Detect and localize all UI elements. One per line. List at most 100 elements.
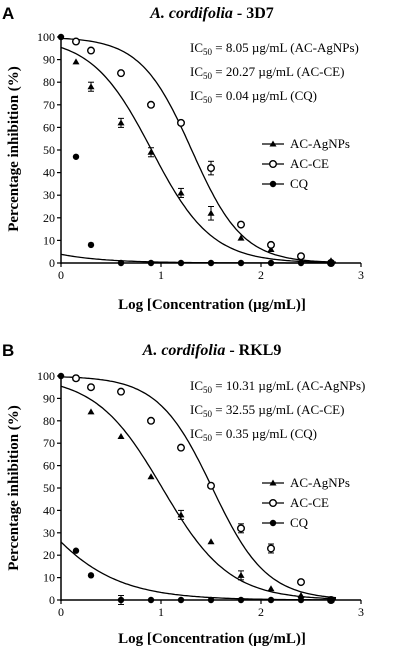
legend-label: AC-AgNPs — [290, 475, 350, 490]
ic50-annotations: IC50 = 10.31 µg/mL (AC-AgNPs) IC50 = 32.… — [190, 378, 365, 443]
data-point — [71, 374, 80, 383]
data-point — [237, 259, 245, 267]
data-point — [206, 481, 215, 490]
y-tick-label: 80 — [43, 414, 55, 428]
x-axis-label: Log [Concentration (µg/mL)] — [118, 631, 306, 647]
x-tick-label: 0 — [58, 268, 64, 282]
data-point — [237, 571, 245, 578]
ic50-note: IC50 = 8.05 µg/mL (AC-AgNPs) — [190, 40, 359, 57]
data-point — [176, 118, 185, 127]
y-tick-label: 60 — [43, 459, 55, 473]
data-point — [147, 473, 155, 480]
data-point — [176, 443, 185, 452]
legend-label: CQ — [290, 515, 309, 530]
data-point — [116, 69, 125, 78]
x-axis-label: Log [Concentration (µg/mL)] — [118, 297, 306, 313]
data-point — [71, 37, 80, 46]
y-tick-label: 70 — [43, 98, 55, 112]
data-point — [87, 408, 95, 415]
data-point — [207, 259, 215, 267]
y-tick-label: 30 — [43, 188, 55, 202]
data-point — [297, 252, 306, 261]
data-point — [117, 259, 125, 267]
y-tick-label: 50 — [43, 143, 55, 157]
y-axis-label: Percentage inhibition (%) — [6, 66, 22, 232]
fit-curve — [60, 376, 337, 599]
ic50-note: IC50 = 10.31 µg/mL (AC-AgNPs) — [190, 378, 365, 395]
panel-a: A A. cordifolia - 3D7 Percentage inhibit… — [2, 4, 364, 313]
data-point — [147, 596, 155, 604]
y-tick-label: 100 — [37, 369, 55, 383]
series-cq — [57, 33, 336, 267]
legend-label: AC-AgNPs — [290, 136, 350, 151]
x-tick-label: 1 — [158, 605, 164, 619]
series-ac-ce — [60, 37, 337, 268]
data-point — [207, 538, 215, 545]
data-point — [177, 511, 185, 518]
y-tick-label: 80 — [43, 75, 55, 89]
data-point — [267, 240, 276, 249]
data-point — [72, 58, 80, 65]
y-tick-label: 0 — [49, 593, 55, 607]
data-point — [147, 259, 155, 267]
y-tick-label: 60 — [43, 120, 55, 134]
data-point — [267, 245, 275, 252]
series-ac-ce — [60, 374, 337, 605]
y-tick-label: 10 — [43, 233, 55, 247]
legend-label: AC-CE — [290, 156, 329, 171]
data-point — [237, 234, 245, 241]
y-tick-label: 90 — [43, 391, 55, 405]
fit-curve — [60, 385, 337, 600]
data-point — [207, 596, 215, 604]
y-tick-label: 90 — [43, 53, 55, 67]
y-tick-label: 40 — [43, 503, 55, 517]
data-point — [327, 596, 335, 604]
y-tick-label: 10 — [43, 571, 55, 585]
y-tick-label: 20 — [43, 211, 55, 225]
data-point — [116, 387, 125, 396]
data-point — [117, 119, 125, 126]
x-tick-label: 0 — [58, 605, 64, 619]
data-point — [117, 596, 125, 604]
x-tick-label: 3 — [358, 268, 364, 282]
data-point — [57, 33, 65, 41]
ic50-note: IC50 = 20.27 µg/mL (AC-CE) — [190, 64, 344, 81]
data-point — [297, 596, 305, 604]
data-point — [267, 585, 275, 592]
data-point — [207, 209, 215, 216]
ic50-note: IC50 = 0.04 µg/mL (CQ) — [190, 88, 317, 105]
y-tick-label: 50 — [43, 481, 55, 495]
ic50-note: IC50 = 32.55 µg/mL (AC-CE) — [190, 402, 344, 419]
data-point — [72, 153, 80, 160]
data-point — [86, 46, 95, 55]
fit-curve — [60, 541, 336, 601]
y-tick-label: 100 — [37, 30, 55, 44]
y-tick-label: 30 — [43, 526, 55, 540]
data-point — [237, 596, 245, 604]
legend-marker — [269, 519, 277, 527]
data-point — [86, 383, 95, 392]
data-point — [146, 416, 155, 425]
data-point — [57, 372, 65, 380]
fit-curve — [60, 253, 336, 264]
panel-label: A — [2, 4, 14, 23]
ic50-note: IC50 = 0.35 µg/mL (CQ) — [190, 426, 317, 443]
data-point — [267, 544, 276, 553]
axes: 0 10 20 30 40 50 60 70 80 90 100 0 1 2 3 — [37, 369, 364, 619]
data-point — [177, 259, 185, 267]
data-point — [236, 220, 245, 229]
data-point — [267, 596, 275, 604]
data-point — [117, 432, 125, 439]
x-tick-label: 2 — [258, 268, 264, 282]
data-point — [267, 259, 275, 267]
fit-curve — [60, 46, 336, 264]
ic50-annotations: IC50 = 8.05 µg/mL (AC-AgNPs) IC50 = 20.2… — [190, 40, 359, 105]
legend-marker — [269, 499, 278, 508]
data-point — [177, 189, 185, 196]
data-point — [297, 259, 305, 267]
panel-label: B — [2, 341, 14, 360]
data-point — [177, 596, 185, 604]
data-point — [297, 592, 305, 599]
data-point — [297, 578, 306, 587]
